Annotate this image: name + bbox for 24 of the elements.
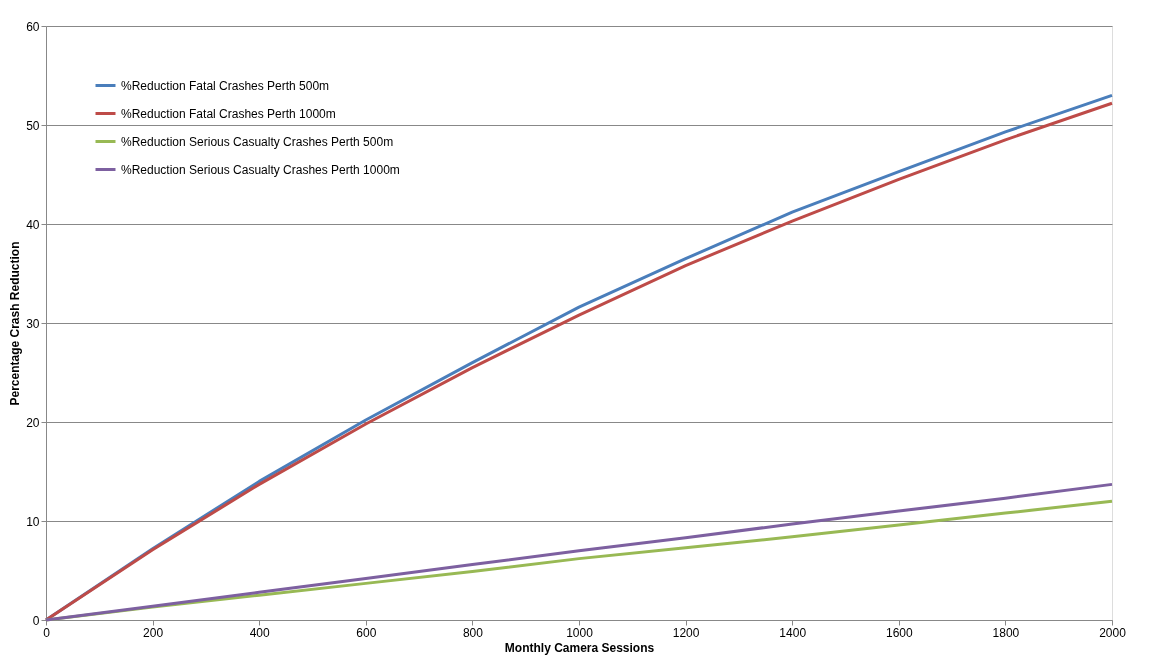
x-tick-label: 1200 [672,625,700,640]
x-tick-label: 2000 [1099,625,1127,640]
legend-label: %Reduction Fatal Crashes Perth 500m [121,78,330,93]
y-tick-label: 30 [26,316,40,331]
y-tick-label: 0 [32,613,40,628]
y-axis-title: Percentage Crash Reduction [8,241,23,406]
x-tick-label: 0 [43,625,51,640]
x-tick-label: 1800 [992,625,1020,640]
y-tick-label: 20 [26,415,40,430]
x-tick-label: 1600 [885,625,913,640]
legend-label: %Reduction Serious Casualty Crashes Perth 1000m [121,162,400,177]
x-tick-label: 200 [143,625,164,640]
x-tick-label: 1000 [566,625,594,640]
y-tick-label: 10 [26,514,40,529]
x-tick-label: 400 [249,625,271,640]
x-axis-title: Monthly Camera Sessions [504,640,655,655]
y-tick-label: 50 [26,118,40,133]
y-tick-label: 40 [26,217,40,232]
x-tick-label: 800 [462,625,484,640]
legend-label: %Reduction Serious Casualty Crashes Perth 500m [121,134,394,149]
legend-label: %Reduction Fatal Crashes Perth 1000m [121,106,336,121]
x-tick-label: 600 [356,625,377,640]
x-tick-label: 1400 [779,625,807,640]
y-tick-label: 60 [26,19,40,34]
